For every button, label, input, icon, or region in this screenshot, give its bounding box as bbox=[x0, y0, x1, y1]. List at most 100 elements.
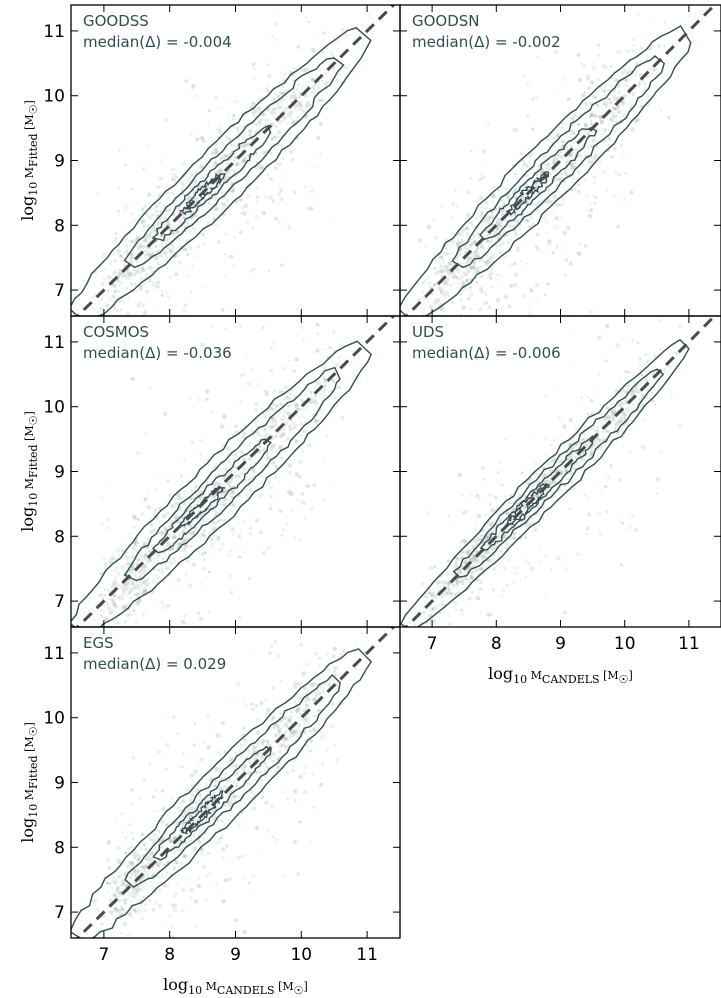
scatter-point bbox=[612, 114, 617, 119]
scatter-point bbox=[166, 533, 170, 537]
scatter-point bbox=[258, 155, 261, 158]
scatter-point bbox=[241, 435, 246, 440]
scatter-point bbox=[124, 270, 129, 275]
scatter-point bbox=[655, 492, 659, 495]
scatter-point bbox=[561, 198, 566, 202]
scatter-point bbox=[311, 90, 316, 95]
scatter-point bbox=[183, 501, 187, 506]
scatter-point bbox=[175, 512, 179, 517]
scatter-point bbox=[556, 131, 561, 136]
scatter-point bbox=[623, 417, 627, 421]
scatter-point bbox=[142, 239, 146, 243]
scatter-point bbox=[629, 190, 634, 195]
scatter-point bbox=[180, 765, 184, 769]
scatter-point bbox=[552, 499, 556, 503]
scatter-point bbox=[130, 377, 135, 381]
scatter-point bbox=[215, 149, 220, 154]
scatter-point bbox=[454, 592, 458, 596]
scatter-point bbox=[232, 503, 237, 508]
scatter-point bbox=[160, 570, 165, 574]
scatter-point bbox=[159, 903, 162, 907]
scatter-point bbox=[160, 246, 164, 250]
scatter-point bbox=[498, 206, 501, 209]
scatter-point bbox=[487, 305, 492, 310]
scatter-point bbox=[181, 803, 184, 806]
scatter-point bbox=[261, 210, 267, 216]
scatter-point bbox=[178, 542, 182, 546]
scatter-point bbox=[158, 176, 163, 181]
scatter-point bbox=[444, 582, 448, 586]
scatter-point bbox=[564, 468, 568, 472]
scatter-point bbox=[137, 542, 140, 545]
scatter-point bbox=[142, 268, 146, 272]
scatter-point bbox=[231, 116, 236, 121]
scatter-point bbox=[315, 348, 320, 354]
scatter-point bbox=[115, 618, 118, 621]
scatter-point bbox=[166, 594, 169, 597]
scatter-point bbox=[469, 574, 473, 578]
scatter-point bbox=[248, 649, 251, 652]
scatter-point bbox=[261, 437, 264, 440]
scatter-point bbox=[480, 567, 485, 571]
scatter-point bbox=[641, 374, 644, 377]
scatter-point bbox=[568, 418, 574, 423]
scatter-point bbox=[179, 850, 182, 853]
scatter-point bbox=[135, 580, 139, 584]
scatter-point bbox=[229, 795, 234, 800]
scatter-point bbox=[210, 448, 213, 452]
scatter-point bbox=[248, 892, 251, 895]
scatter-point bbox=[152, 833, 157, 837]
scatter-point bbox=[138, 285, 143, 290]
scatter-point bbox=[423, 244, 428, 249]
scatter-point bbox=[500, 241, 503, 244]
scatter-point bbox=[170, 251, 173, 254]
scatter-point bbox=[146, 488, 149, 491]
scatter-point bbox=[282, 411, 285, 414]
scatter-point bbox=[549, 568, 553, 571]
scatter-point bbox=[488, 261, 491, 264]
scatter-point bbox=[152, 560, 156, 564]
scatter-point bbox=[172, 903, 177, 909]
scatter-point bbox=[525, 114, 530, 118]
scatter-points bbox=[82, 9, 371, 316]
scatter-point bbox=[282, 427, 286, 431]
density-contours bbox=[71, 340, 373, 627]
scatter-point bbox=[179, 179, 183, 183]
scatter-point bbox=[442, 601, 445, 604]
scatter-point bbox=[465, 279, 469, 284]
scatter-point bbox=[324, 72, 327, 75]
scatter-point bbox=[227, 483, 230, 486]
scatter-point bbox=[438, 611, 443, 616]
scatter-point bbox=[144, 570, 148, 574]
scatter-point bbox=[228, 573, 233, 578]
scatter-point bbox=[229, 804, 232, 808]
scatter-point bbox=[258, 444, 262, 448]
scatter-point bbox=[170, 245, 176, 250]
scatter-point bbox=[624, 93, 629, 98]
scatter-point bbox=[115, 548, 121, 553]
scatter-point bbox=[303, 67, 308, 72]
scatter-point bbox=[570, 131, 575, 136]
scatter-point bbox=[293, 148, 296, 151]
scatter-point bbox=[85, 932, 89, 935]
scatter-point bbox=[477, 235, 481, 239]
scatter-point bbox=[604, 359, 609, 363]
scatter-point bbox=[210, 151, 215, 156]
scatter-point bbox=[271, 752, 276, 757]
scatter-point bbox=[111, 906, 116, 911]
scatter-point bbox=[310, 683, 314, 688]
scatter-point bbox=[589, 80, 595, 85]
scatter-point bbox=[272, 443, 275, 447]
scatter-point bbox=[304, 67, 307, 70]
scatter-point bbox=[120, 907, 124, 911]
scatter-point bbox=[220, 202, 224, 205]
scatter-point bbox=[219, 835, 224, 840]
scatter-point bbox=[462, 539, 467, 543]
scatter-point bbox=[450, 594, 453, 597]
scatter-point bbox=[119, 918, 123, 922]
scatter-point bbox=[282, 706, 285, 709]
scatter-point bbox=[122, 589, 126, 594]
scatter-point bbox=[556, 177, 562, 183]
scatter-point bbox=[475, 254, 478, 257]
